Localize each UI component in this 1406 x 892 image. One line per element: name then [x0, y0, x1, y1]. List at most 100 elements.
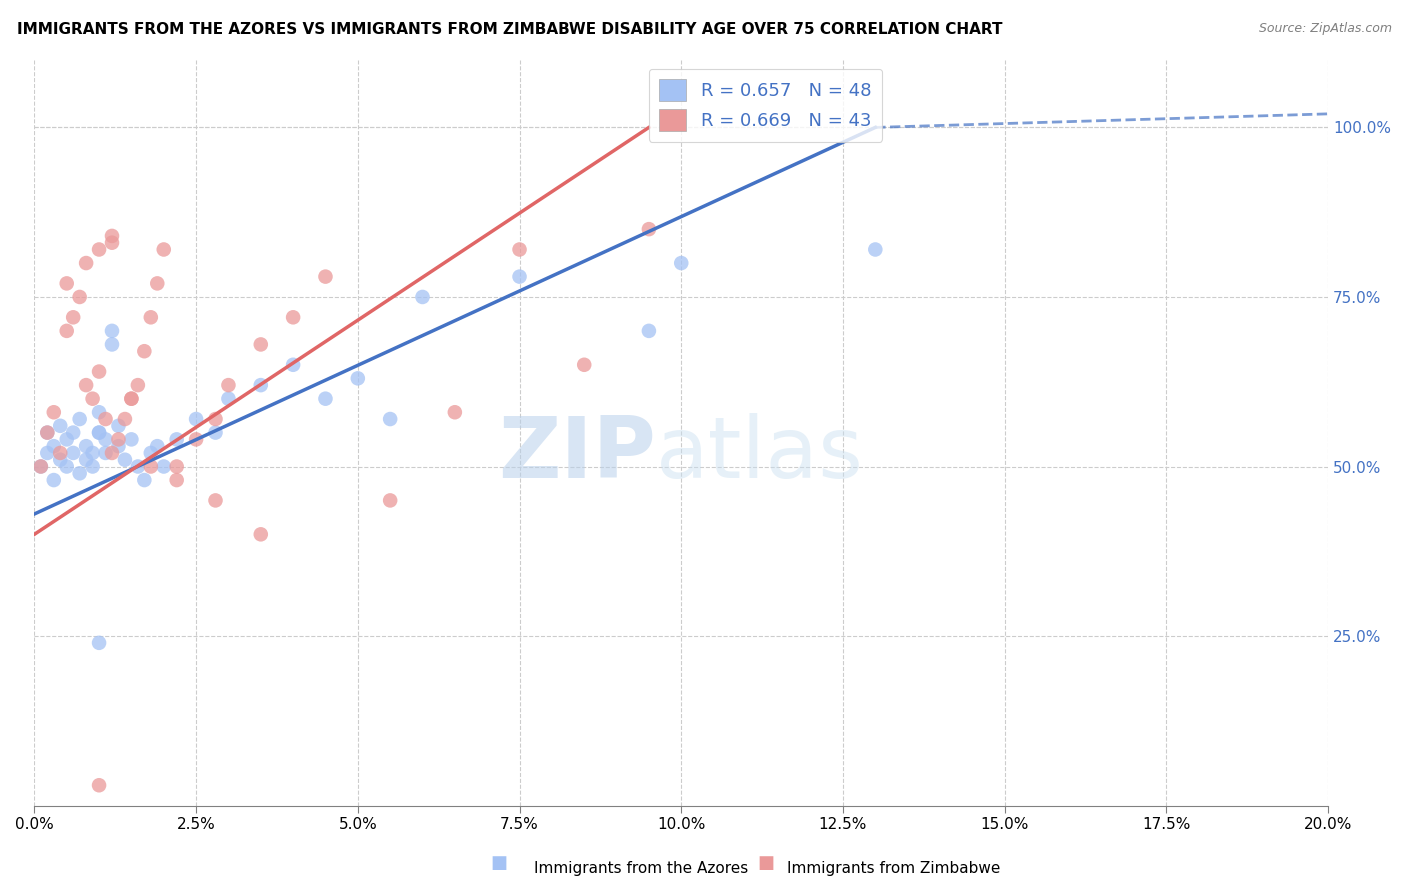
Point — [184, 412, 207, 426]
Point — [107, 418, 129, 433]
Text: atlas: atlas — [655, 414, 863, 497]
Point — [87, 778, 110, 792]
Point — [217, 378, 239, 392]
Point — [69, 290, 91, 304]
Point — [101, 228, 124, 243]
Point — [101, 235, 124, 250]
Point — [378, 412, 401, 426]
Point — [49, 446, 72, 460]
Point — [62, 310, 84, 325]
Point — [87, 243, 110, 257]
Point — [139, 310, 162, 325]
Point — [37, 425, 59, 440]
Point — [101, 446, 124, 460]
Point — [101, 337, 124, 351]
Point — [114, 452, 136, 467]
Point — [509, 269, 531, 284]
Point — [42, 473, 65, 487]
Point — [120, 392, 142, 406]
Point — [204, 425, 226, 440]
Point — [217, 392, 239, 406]
Point — [134, 344, 156, 359]
Text: ZIP: ZIP — [498, 414, 655, 497]
Point — [101, 324, 124, 338]
Point — [55, 324, 77, 338]
Text: Immigrants from the Azores: Immigrants from the Azores — [534, 861, 748, 876]
Point — [69, 467, 91, 481]
Point — [638, 324, 661, 338]
Point — [281, 358, 304, 372]
Point — [120, 392, 142, 406]
Point — [87, 365, 110, 379]
Point — [30, 459, 52, 474]
Point — [37, 446, 59, 460]
Point — [37, 425, 59, 440]
Point — [166, 459, 188, 474]
Text: Immigrants from Zimbabwe: Immigrants from Zimbabwe — [787, 861, 1001, 876]
Point — [152, 243, 174, 257]
Point — [204, 493, 226, 508]
Point — [62, 425, 84, 440]
Text: Source: ZipAtlas.com: Source: ZipAtlas.com — [1258, 22, 1392, 36]
Point — [249, 527, 271, 541]
Point — [30, 459, 52, 474]
Point — [281, 310, 304, 325]
Point — [139, 459, 162, 474]
Point — [49, 452, 72, 467]
Point — [134, 473, 156, 487]
Point — [865, 243, 887, 257]
Point — [69, 412, 91, 426]
Point — [204, 412, 226, 426]
Point — [55, 277, 77, 291]
Point — [87, 425, 110, 440]
Point — [107, 433, 129, 447]
Text: ■: ■ — [758, 855, 775, 872]
Point — [94, 433, 117, 447]
Text: ■: ■ — [491, 855, 508, 872]
Point — [107, 439, 129, 453]
Point — [574, 358, 596, 372]
Point — [94, 446, 117, 460]
Point — [139, 446, 162, 460]
Legend: R = 0.657   N = 48, R = 0.669   N = 43: R = 0.657 N = 48, R = 0.669 N = 43 — [648, 69, 882, 142]
Point — [75, 439, 97, 453]
Point — [42, 405, 65, 419]
Point — [166, 433, 188, 447]
Point — [314, 269, 336, 284]
Point — [146, 277, 169, 291]
Text: IMMIGRANTS FROM THE AZORES VS IMMIGRANTS FROM ZIMBABWE DISABILITY AGE OVER 75 CO: IMMIGRANTS FROM THE AZORES VS IMMIGRANTS… — [17, 22, 1002, 37]
Point — [94, 412, 117, 426]
Point — [638, 222, 661, 236]
Point — [249, 337, 271, 351]
Point — [114, 412, 136, 426]
Point — [412, 290, 434, 304]
Point — [146, 439, 169, 453]
Point — [42, 439, 65, 453]
Point — [82, 392, 104, 406]
Point — [87, 405, 110, 419]
Point — [127, 378, 149, 392]
Point — [314, 392, 336, 406]
Point — [509, 243, 531, 257]
Point — [378, 493, 401, 508]
Point — [49, 418, 72, 433]
Point — [120, 433, 142, 447]
Point — [444, 405, 467, 419]
Point — [75, 256, 97, 270]
Point — [55, 433, 77, 447]
Point — [75, 378, 97, 392]
Point — [62, 446, 84, 460]
Point — [184, 433, 207, 447]
Point — [249, 378, 271, 392]
Point — [671, 256, 693, 270]
Point — [346, 371, 368, 385]
Point — [55, 459, 77, 474]
Point — [87, 636, 110, 650]
Point — [87, 425, 110, 440]
Point — [127, 459, 149, 474]
Point — [82, 446, 104, 460]
Point — [82, 459, 104, 474]
Point — [152, 459, 174, 474]
Point — [166, 473, 188, 487]
Point — [75, 452, 97, 467]
